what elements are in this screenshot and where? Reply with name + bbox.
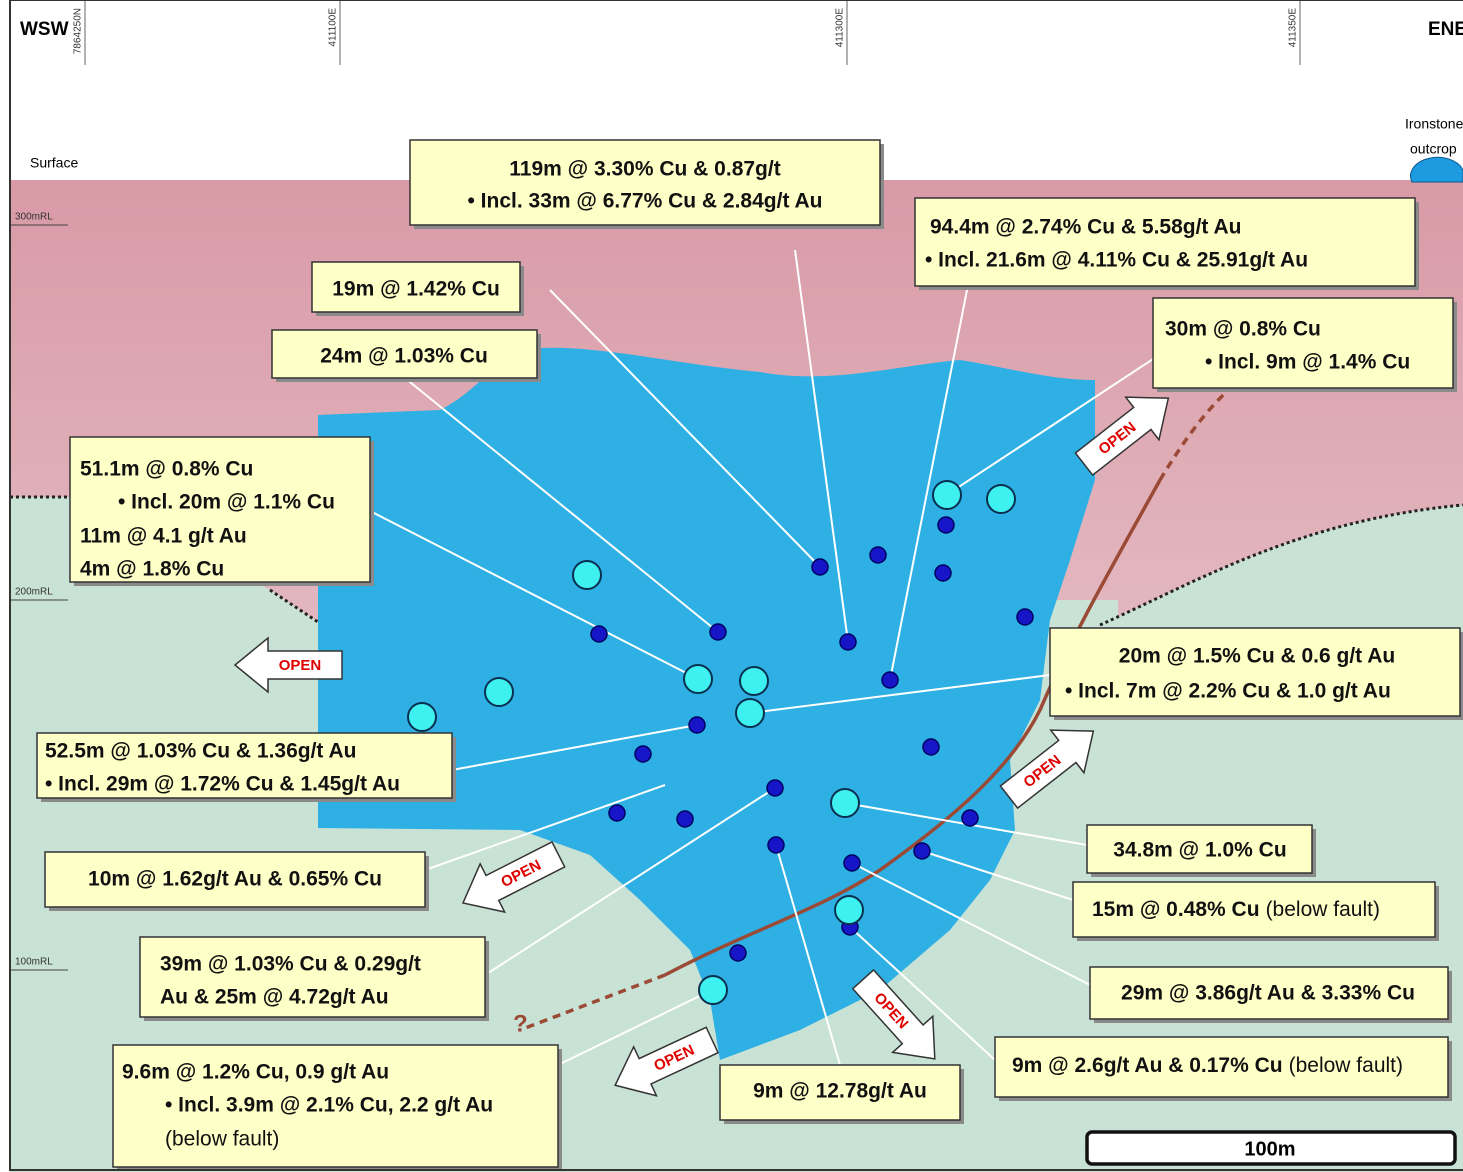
direction-label: ENE: [1428, 19, 1463, 40]
direction-label: WSW: [20, 19, 69, 40]
callout-box: [915, 198, 1415, 286]
callout-value: 15m @ 0.48% Cu: [1092, 898, 1260, 921]
callout-text: Au & 25m @ 4.72g/t Au: [160, 986, 389, 1009]
grid-label: 411100E: [328, 8, 339, 47]
callout-value: 9m @ 2.6g/t Au & 0.17% Cu: [1012, 1054, 1283, 1077]
callout-text: 19m @ 1.42% Cu: [332, 278, 500, 301]
scale-label: 100m: [1244, 1138, 1295, 1160]
callout-text: • Incl. 7m @ 2.2% Cu & 1.0 g/t Au: [1065, 680, 1391, 703]
drill-hole-high: [831, 789, 859, 817]
callout: 20m @ 1.5% Cu & 0.6 g/t Au • Incl. 7m @ 2…: [1050, 628, 1463, 720]
drill-hole-high: [485, 678, 513, 706]
callout: 39m @ 1.03% Cu & 0.29g/t Au & 25m @ 4.72g…: [140, 937, 489, 1021]
drill-hole: [635, 746, 651, 762]
level-label: 100mRL: [15, 957, 53, 968]
callout-text: 30m @ 0.8% Cu: [1165, 318, 1321, 341]
drill-hole: [812, 559, 828, 575]
callout: 52.5m @ 1.03% Cu & 1.36g/t Au • Incl. 29m…: [37, 733, 456, 802]
callout-text: 39m @ 1.03% Cu & 0.29g/t: [160, 953, 421, 976]
callout: 19m @ 1.42% Cu: [312, 262, 524, 316]
drill-hole: [840, 634, 856, 650]
drill-hole-high: [736, 699, 764, 727]
drill-hole: [938, 517, 954, 533]
callout-text: • Incl. 33m @ 6.77% Cu & 2.84g/t Au: [468, 190, 823, 213]
drill-hole: [767, 780, 783, 796]
outcrop-label: Ironstone: [1405, 116, 1463, 132]
callout-note: (below fault): [165, 1128, 279, 1151]
callout: 34.8m @ 1.0% Cu: [1087, 825, 1316, 877]
drill-hole-high: [408, 703, 436, 731]
drill-hole: [882, 672, 898, 688]
callout-text: 11m @ 4.1 g/t Au: [80, 525, 247, 548]
drill-hole-high: [699, 976, 727, 1004]
surface-label: Surface: [30, 155, 78, 171]
drill-hole-high: [573, 561, 601, 589]
callout-text: 52.5m @ 1.03% Cu & 1.36g/t Au: [45, 740, 356, 763]
callout-text: 9m @ 2.6g/t Au & 0.17% Cu (below fault): [1012, 1054, 1403, 1077]
callout: 9m @ 12.78g/t Au: [720, 1065, 964, 1124]
callout-text: 34.8m @ 1.0% Cu: [1113, 839, 1286, 862]
callout-box: [1050, 628, 1460, 716]
callout-text: • Incl. 20m @ 1.1% Cu: [118, 491, 335, 514]
callout: 29m @ 3.86g/t Au & 3.33% Cu: [1090, 967, 1452, 1023]
callout: 94.4m @ 2.74% Cu & 5.58g/t Au • Incl. 21.…: [915, 198, 1419, 290]
cross-section: ? Ironstone outcrop Surface WSW ENE 7864…: [0, 0, 1463, 1172]
callout-text: • Incl. 3.9m @ 2.1% Cu, 2.2 g/t Au: [165, 1094, 493, 1117]
callout: 9.6m @ 1.2% Cu, 0.9 g/t Au • Incl. 3.9m @…: [113, 1045, 562, 1171]
callout-text: 4m @ 1.8% Cu: [80, 558, 224, 581]
level-label: 300mRL: [15, 212, 53, 223]
callout: 119m @ 3.30% Cu & 0.87g/t • Incl. 33m @ 6…: [410, 140, 884, 229]
callout-text: 15m @ 0.48% Cu (below fault): [1092, 898, 1380, 921]
drill-hole: [768, 837, 784, 853]
callout: 51.1m @ 0.8% Cu • Incl. 20m @ 1.1% Cu 11m …: [70, 437, 374, 586]
callout-box: [1153, 298, 1453, 388]
callout-text: 10m @ 1.62g/t Au & 0.65% Cu: [88, 868, 382, 891]
level-label: 200mRL: [15, 587, 53, 598]
callout-text: 94.4m @ 2.74% Cu & 5.58g/t Au: [930, 216, 1241, 239]
drill-hole: [609, 805, 625, 821]
grid-label: 411300E: [835, 8, 846, 48]
drill-hole: [844, 855, 860, 871]
open-label: OPEN: [279, 657, 322, 674]
drill-hole: [923, 739, 939, 755]
drill-hole-high: [835, 896, 863, 924]
callout-text: • Incl. 29m @ 1.72% Cu & 1.45g/t Au: [45, 773, 400, 796]
callout-text: • Incl. 21.6m @ 4.11% Cu & 25.91g/t Au: [925, 249, 1308, 272]
drill-hole-high: [933, 481, 961, 509]
callout-note: (below fault): [1289, 1054, 1403, 1077]
drill-hole: [914, 843, 930, 859]
grid-label: 411350E: [1288, 8, 1299, 48]
callout-text: 9.6m @ 1.2% Cu, 0.9 g/t Au: [122, 1061, 389, 1084]
grid-label: 7864250N: [73, 8, 84, 54]
callout: 10m @ 1.62g/t Au & 0.65% Cu: [45, 852, 429, 911]
drill-hole: [1017, 609, 1033, 625]
callout: 15m @ 0.48% Cu (below fault): [1073, 882, 1439, 941]
drill-hole-high: [740, 667, 768, 695]
fault-query: ?: [513, 1010, 528, 1037]
drill-hole: [710, 624, 726, 640]
callout-text: 119m @ 3.30% Cu & 0.87g/t: [509, 158, 780, 181]
callout-text: • Incl. 9m @ 1.4% Cu: [1205, 351, 1410, 374]
callout: 9m @ 2.6g/t Au & 0.17% Cu (below fault): [995, 1037, 1452, 1101]
callout-text: 51.1m @ 0.8% Cu: [80, 458, 253, 481]
drill-hole: [591, 626, 607, 642]
callout: 24m @ 1.03% Cu: [272, 330, 541, 382]
callout-note: (below fault): [1266, 898, 1380, 921]
callout-text: 29m @ 3.86g/t Au & 3.33% Cu: [1121, 982, 1415, 1005]
callout: 30m @ 0.8% Cu • Incl. 9m @ 1.4% Cu: [1153, 298, 1457, 392]
drill-hole: [677, 811, 693, 827]
drill-hole: [870, 547, 886, 563]
callout-text: 24m @ 1.03% Cu: [320, 345, 488, 368]
drill-hole: [962, 810, 978, 826]
drill-hole: [730, 945, 746, 961]
drill-hole-high: [684, 665, 712, 693]
callout-text: 20m @ 1.5% Cu & 0.6 g/t Au: [1119, 645, 1395, 668]
callout-text: 9m @ 12.78g/t Au: [753, 1080, 927, 1103]
drill-hole: [935, 565, 951, 581]
drill-hole: [689, 717, 705, 733]
drill-hole-high: [987, 485, 1015, 513]
outcrop-label: outcrop: [1410, 141, 1457, 157]
